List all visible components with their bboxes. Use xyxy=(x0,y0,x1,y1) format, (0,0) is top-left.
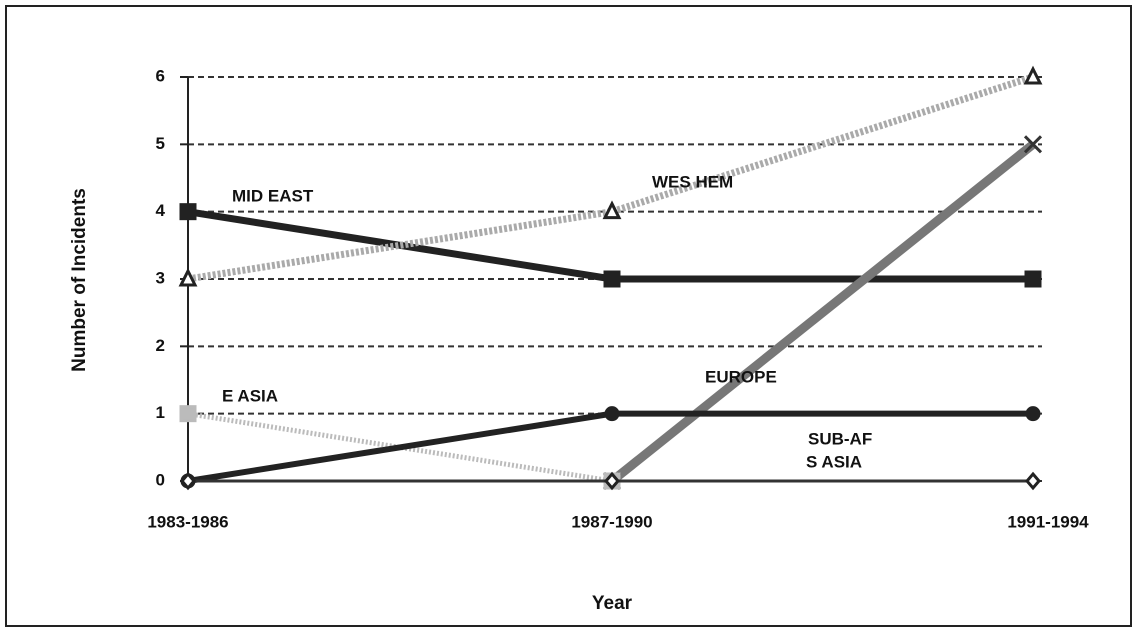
y-tick-label: 4 xyxy=(156,201,166,220)
series-label: E ASIA xyxy=(222,386,278,405)
marker xyxy=(1025,406,1041,422)
series-label: MID EAST xyxy=(232,186,314,205)
marker xyxy=(1025,471,1041,491)
series-label: WES HEM xyxy=(652,172,733,191)
x-tick-label: 1991-1994 xyxy=(1007,512,1089,531)
frame xyxy=(5,5,1132,627)
y-tick-label: 6 xyxy=(156,66,165,85)
series-label: SUB-AF xyxy=(808,429,872,448)
series-line xyxy=(187,411,613,484)
y-tick-label: 0 xyxy=(156,470,165,489)
series-label: S ASIA xyxy=(806,452,862,471)
y-tick-label: 1 xyxy=(156,403,165,422)
marker xyxy=(179,203,197,221)
marker xyxy=(1024,270,1042,288)
marker xyxy=(604,406,620,422)
marker xyxy=(1023,135,1043,154)
marker xyxy=(1023,65,1043,85)
marker xyxy=(178,267,198,287)
series-line xyxy=(609,140,1036,485)
series-line xyxy=(187,410,1033,484)
marker xyxy=(602,200,622,220)
y-tick-label: 2 xyxy=(156,336,165,355)
y-axis-title: Number of Incidents xyxy=(69,188,90,372)
x-axis-title: Year xyxy=(592,593,633,614)
y-tick-label: 3 xyxy=(156,268,165,287)
series-label: EUROPE xyxy=(705,367,777,386)
marker xyxy=(180,471,196,491)
y-tick-label: 5 xyxy=(156,134,165,153)
marker xyxy=(179,405,197,423)
marker xyxy=(604,471,620,491)
x-tick-label: 1987-1990 xyxy=(571,512,652,531)
marker xyxy=(603,270,621,288)
x-tick-label: 1983-1986 xyxy=(147,512,228,531)
